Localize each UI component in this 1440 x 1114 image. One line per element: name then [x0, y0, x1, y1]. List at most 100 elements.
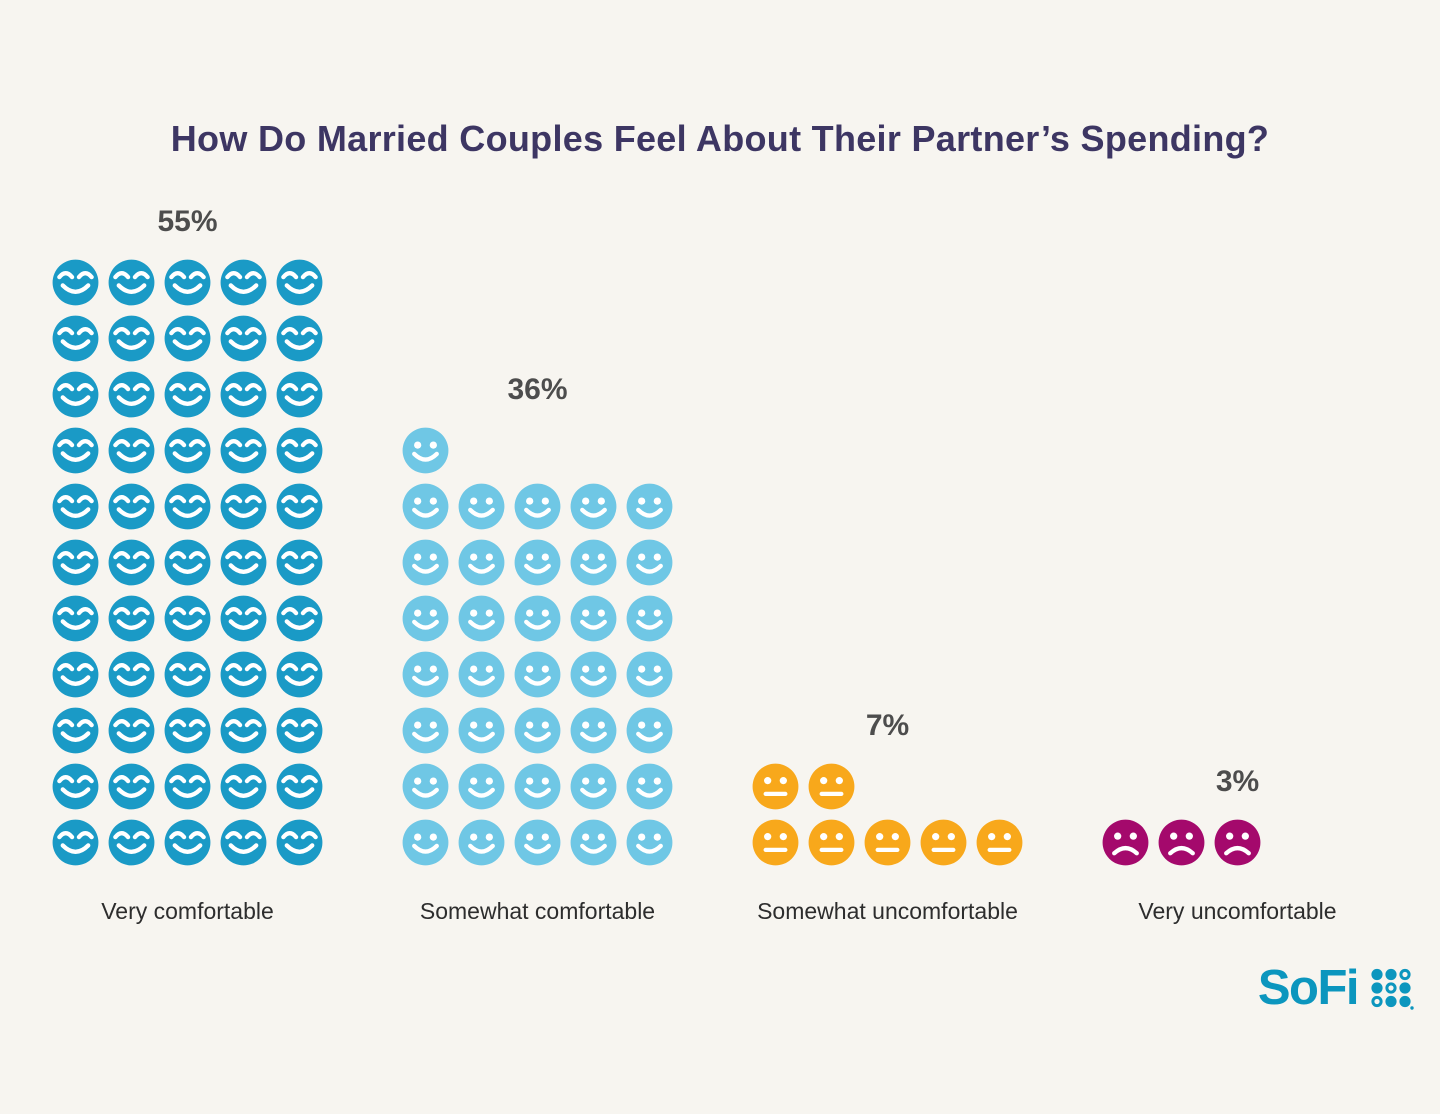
smiling-closed-eyes-face-icon [52, 427, 99, 474]
smiling-face-icon [402, 427, 449, 474]
smiling-face-icon [402, 595, 449, 642]
face-row [52, 483, 323, 530]
neutral-face-icon [976, 819, 1023, 866]
smiling-closed-eyes-face-icon [164, 427, 211, 474]
smiling-face-icon [458, 539, 505, 586]
smiling-face-icon [626, 483, 673, 530]
face-grid [752, 763, 1023, 866]
face-row [402, 539, 673, 586]
smiling-closed-eyes-face-icon [52, 371, 99, 418]
smiling-closed-eyes-face-icon [108, 539, 155, 586]
smiling-face-icon [626, 651, 673, 698]
smiling-closed-eyes-face-icon [164, 763, 211, 810]
smiling-closed-eyes-face-icon [276, 707, 323, 754]
smiling-face-icon [626, 595, 673, 642]
smiling-closed-eyes-face-icon [220, 595, 267, 642]
face-row [752, 763, 1023, 810]
smiling-closed-eyes-face-icon [52, 315, 99, 362]
category-group-very-uncomfortable: 3% Very uncomfortable [1102, 765, 1373, 925]
smiling-closed-eyes-face-icon [276, 483, 323, 530]
face-row [52, 651, 323, 698]
smiling-closed-eyes-face-icon [276, 595, 323, 642]
face-row [752, 819, 1023, 866]
smiling-closed-eyes-face-icon [276, 371, 323, 418]
face-row [402, 763, 673, 810]
smiling-closed-eyes-face-icon [220, 259, 267, 306]
face-row [52, 763, 323, 810]
smiling-closed-eyes-face-icon [164, 315, 211, 362]
face-row [402, 707, 673, 754]
neutral-face-icon [864, 819, 911, 866]
face-grid [402, 427, 673, 866]
smiling-face-icon [514, 819, 561, 866]
smiling-closed-eyes-face-icon [220, 371, 267, 418]
face-row [52, 707, 323, 754]
smiling-closed-eyes-face-icon [108, 651, 155, 698]
smiling-closed-eyes-face-icon [164, 371, 211, 418]
smiling-closed-eyes-face-icon [220, 763, 267, 810]
face-row [402, 595, 673, 642]
smiling-closed-eyes-face-icon [52, 483, 99, 530]
sad-face-icon [1214, 819, 1261, 866]
smiling-face-icon [458, 819, 505, 866]
smiling-face-icon [458, 763, 505, 810]
smiling-face-icon [570, 707, 617, 754]
category-group-somewhat-comfortable: 36% Somewhat comfortable [402, 373, 673, 925]
smiling-face-icon [570, 483, 617, 530]
smiling-closed-eyes-face-icon [164, 651, 211, 698]
smiling-closed-eyes-face-icon [108, 595, 155, 642]
face-row [402, 819, 673, 866]
smiling-closed-eyes-face-icon [220, 651, 267, 698]
face-row [52, 371, 323, 418]
smiling-face-icon [402, 819, 449, 866]
value-label: 7% [865, 709, 910, 742]
face-row [1102, 819, 1373, 866]
face-row [52, 595, 323, 642]
smiling-face-icon [402, 763, 449, 810]
value-label: 36% [507, 373, 568, 406]
smiling-face-icon [570, 595, 617, 642]
smiling-closed-eyes-face-icon [108, 819, 155, 866]
smiling-face-icon [626, 539, 673, 586]
smiling-closed-eyes-face-icon [108, 707, 155, 754]
neutral-face-icon [808, 763, 855, 810]
smiling-face-icon [514, 539, 561, 586]
smiling-closed-eyes-face-icon [108, 371, 155, 418]
smiling-closed-eyes-face-icon [276, 763, 323, 810]
smiling-closed-eyes-face-icon [164, 707, 211, 754]
category-label: Somewhat uncomfortable [757, 898, 1018, 924]
smiling-closed-eyes-face-icon [52, 763, 99, 810]
smiling-face-icon [570, 651, 617, 698]
smiling-closed-eyes-face-icon [108, 763, 155, 810]
smiling-face-icon [514, 763, 561, 810]
sofi-dot-grid-icon [1371, 968, 1414, 1010]
smiling-closed-eyes-face-icon [52, 707, 99, 754]
smiling-face-icon [458, 595, 505, 642]
category-group-very-comfortable: 55% Very comfortable [52, 205, 323, 925]
neutral-face-icon [808, 819, 855, 866]
smiling-closed-eyes-face-icon [164, 259, 211, 306]
neutral-face-icon [752, 763, 799, 810]
smiling-closed-eyes-face-icon [52, 651, 99, 698]
face-row [52, 259, 323, 306]
face-grid [52, 259, 323, 866]
smiling-closed-eyes-face-icon [276, 651, 323, 698]
smiling-closed-eyes-face-icon [220, 427, 267, 474]
smiling-face-icon [402, 483, 449, 530]
chart-title: How Do Married Couples Feel About Their … [170, 118, 1270, 159]
face-row [52, 315, 323, 362]
smiling-closed-eyes-face-icon [164, 595, 211, 642]
category-label: Very comfortable [101, 898, 274, 924]
smiling-closed-eyes-face-icon [52, 259, 99, 306]
smiling-closed-eyes-face-icon [276, 819, 323, 866]
neutral-face-icon [920, 819, 967, 866]
smiling-closed-eyes-face-icon [276, 427, 323, 474]
smiling-closed-eyes-face-icon [220, 539, 267, 586]
smiling-face-icon [458, 651, 505, 698]
smiling-closed-eyes-face-icon [276, 315, 323, 362]
smiling-face-icon [626, 819, 673, 866]
smiling-face-icon [570, 819, 617, 866]
smiling-face-icon [570, 763, 617, 810]
smiling-closed-eyes-face-icon [164, 539, 211, 586]
